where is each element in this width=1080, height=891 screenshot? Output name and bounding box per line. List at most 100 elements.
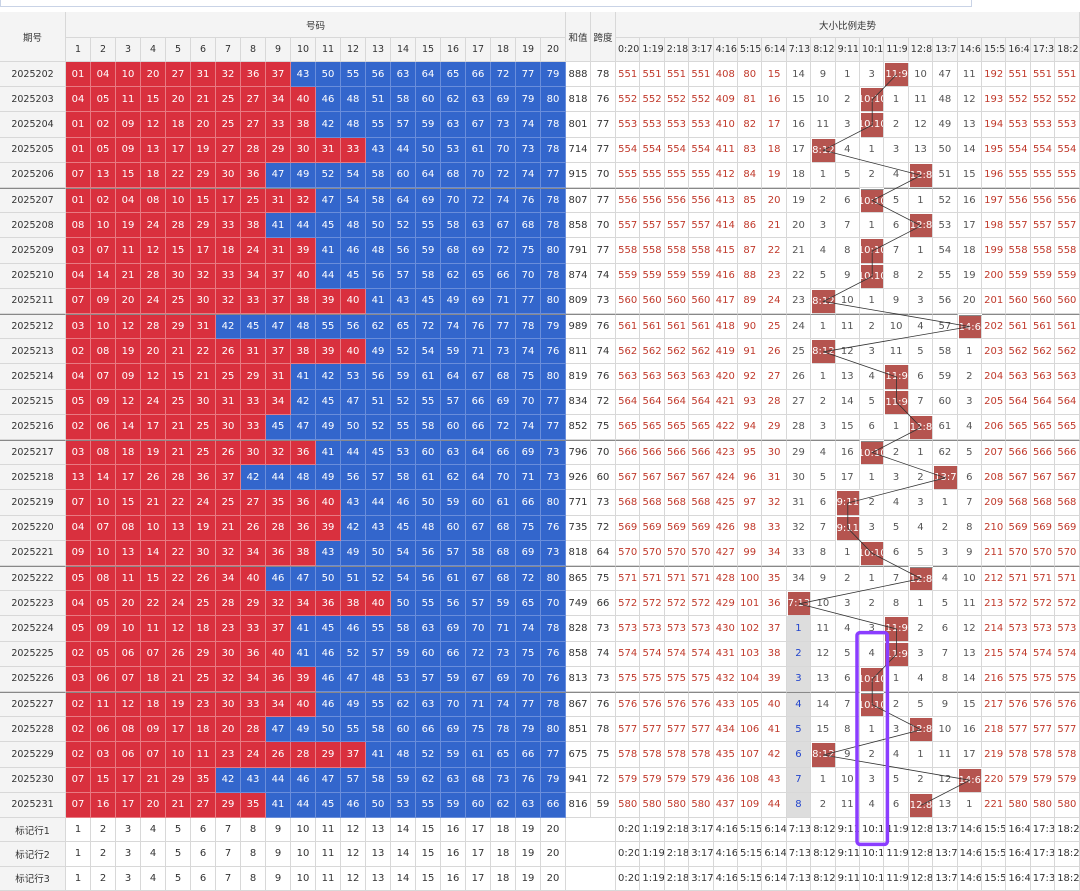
number-ball: 04 [91,62,116,88]
number-ball: 51 [366,87,391,113]
number-ball: 70 [466,162,491,188]
omission: 87 [738,238,763,264]
number-ball: 43 [391,288,416,314]
ratio-col-header: 4:16 [713,38,738,62]
number-ball: 76 [516,188,541,214]
span: 77 [591,112,616,138]
omission: 22 [762,238,787,264]
ratio-hit: 14:6 [958,315,982,340]
number-ball: 18 [216,238,241,264]
number-ball: 03 [66,314,91,340]
number-ball: 48 [341,112,366,138]
number-ball: 17 [191,238,216,264]
number-ball: 59 [416,238,441,264]
sum: 791 [566,238,591,264]
omission: 557 [689,213,714,239]
omission: 559 [1030,263,1056,289]
number-ball: 01 [66,188,91,214]
omission: 557 [1055,213,1080,239]
omission: 10 [811,87,836,113]
number-ball: 68 [441,238,466,264]
number-ball: 27 [241,112,266,138]
number-ball: 72 [491,162,516,188]
number-ball: 68 [516,213,541,239]
omission: 559 [1055,263,1080,289]
number-col-header: 11 [316,38,341,62]
issue: 2025211 [0,288,66,314]
issue-header: 期号 [0,12,66,62]
omission: 1 [811,162,836,188]
omission: 553 [1006,112,1031,138]
number-ball: 04 [66,263,91,289]
number-ball: 18 [166,112,191,138]
omission: 558 [664,238,690,264]
number-ball: 29 [191,213,216,239]
sum: 888 [566,62,591,88]
omission: 1 [811,314,836,340]
number-ball: 41 [316,238,341,264]
number-ball: 63 [391,62,416,88]
number-ball: 78 [541,213,566,239]
number-ball: 31 [191,314,216,340]
omission: 21 [762,213,787,239]
number-ball: 08 [141,188,166,214]
number-ball: 07 [66,162,91,188]
number-ball: 72 [466,188,491,214]
omission: 52 [933,188,958,214]
omission: 408 [713,62,738,88]
number-ball: 71 [491,288,516,314]
omission: 553 [640,112,665,138]
omission: 558 [1006,238,1031,264]
number-ball: 54 [341,162,366,188]
number-ball: 72 [416,314,441,340]
omission: 551 [664,62,690,88]
omission: 10 [884,314,909,340]
omission: 18 [957,238,982,264]
number-ball: 59 [441,339,466,365]
number-ball: 31 [266,188,291,214]
number-ball: 22 [191,339,216,365]
omission: 3 [860,62,885,88]
omission: 557 [1006,213,1031,239]
number-ball: 65 [391,314,416,340]
omission: 553 [616,112,641,138]
number-ball: 32 [216,62,241,88]
omission: 1 [860,137,885,163]
issue: 2025213 [0,339,66,365]
omission: 556 [1006,188,1031,214]
number-ball: 55 [316,314,341,340]
number-ball: 47 [266,314,291,340]
number-ball: 52 [391,213,416,239]
omission: 556 [616,188,641,214]
number-ball: 30 [291,137,316,163]
omission: 15 [786,87,812,113]
omission: 10 [908,62,934,88]
number-ball: 12 [141,112,166,138]
number-ball: 61 [466,137,491,163]
number-ball: 15 [116,162,141,188]
number-ball: 70 [491,137,516,163]
omission: 13 [957,112,982,138]
number-ball: 40 [291,263,316,289]
omission: 556 [640,188,665,214]
number-ball: 19 [116,339,141,365]
omission: 20 [957,288,982,314]
number-ball: 30 [166,263,191,289]
span: 77 [591,238,616,264]
number-col-header: 15 [416,38,441,62]
omission: 8 [884,263,909,289]
number-ball: 08 [91,339,116,365]
omission: 552 [640,87,665,113]
number-ball: 15 [141,87,166,113]
number-ball: 24 [141,288,166,314]
number-ball: 09 [116,137,141,163]
number-ball: 69 [466,288,491,314]
number-ball: 17 [216,188,241,214]
omission: 9 [884,288,909,314]
number-ball: 56 [391,238,416,264]
omission: 409 [713,87,738,113]
omission: 552 [616,87,641,113]
number-ball: 49 [291,162,316,188]
omission: 551 [1030,62,1056,88]
